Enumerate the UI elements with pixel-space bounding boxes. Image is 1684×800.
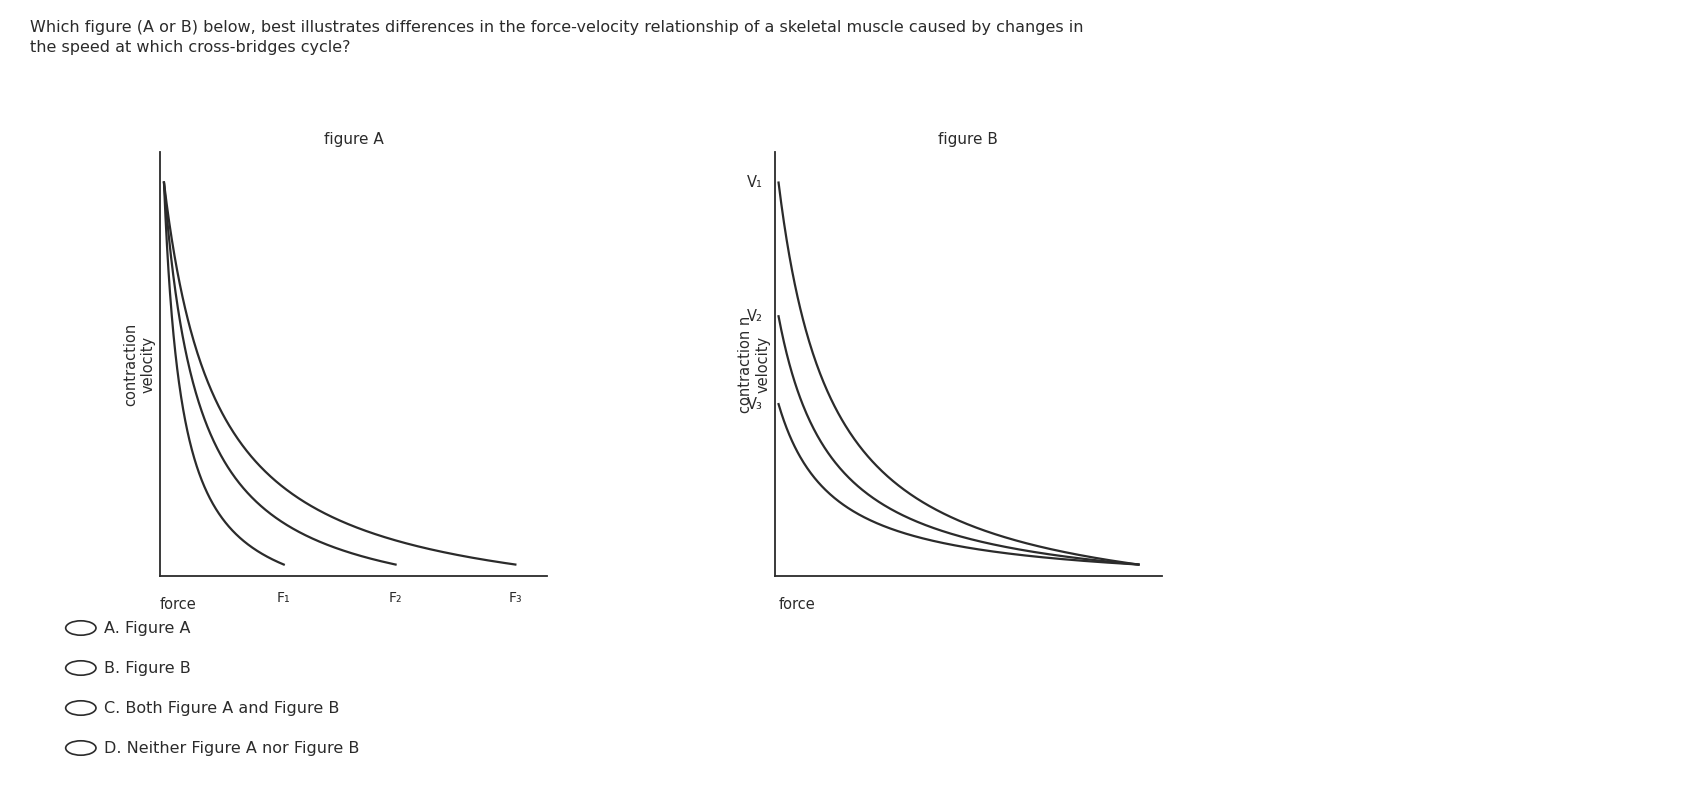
Text: D. Neither Figure A nor Figure B: D. Neither Figure A nor Figure B	[104, 741, 360, 755]
Text: Which figure (A or B) below, best illustrates differences in the force-velocity : Which figure (A or B) below, best illust…	[30, 20, 1084, 54]
Text: V₂: V₂	[748, 309, 763, 324]
Text: F₂: F₂	[389, 591, 402, 606]
Text: V₁: V₁	[748, 175, 763, 190]
Text: B. Figure B: B. Figure B	[104, 661, 192, 675]
Text: F₃: F₃	[509, 591, 522, 606]
Text: force: force	[778, 597, 815, 612]
Text: force: force	[160, 597, 197, 612]
Text: A. Figure A: A. Figure A	[104, 621, 190, 635]
Text: F₁: F₁	[276, 591, 291, 606]
Text: C. Both Figure A and Figure B: C. Both Figure A and Figure B	[104, 701, 340, 715]
Title: figure B: figure B	[938, 132, 999, 146]
Y-axis label: contraction n
velocity: contraction n velocity	[738, 315, 771, 413]
Text: V₃: V₃	[748, 397, 763, 412]
Y-axis label: contraction
velocity: contraction velocity	[123, 322, 157, 406]
Title: figure A: figure A	[323, 132, 384, 146]
